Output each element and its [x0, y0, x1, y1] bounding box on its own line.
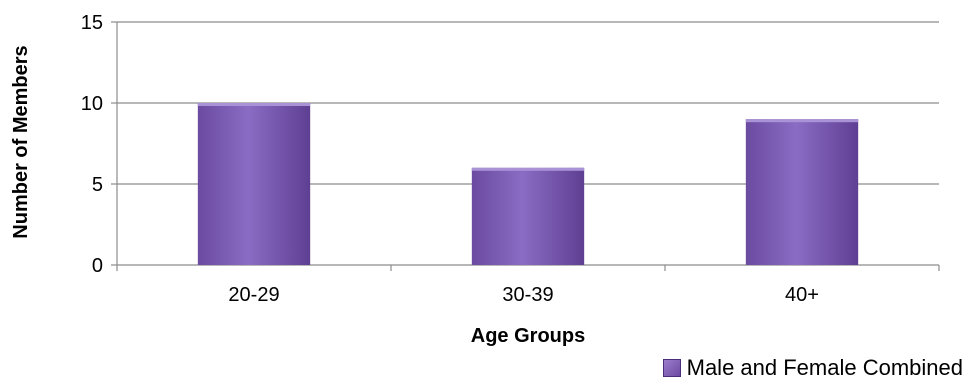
y-tick-labels: 0 5 10 15 [81, 12, 103, 277]
bar-20-29 [197, 103, 311, 265]
bar-30-39 [471, 167, 585, 265]
bar [471, 167, 585, 265]
y-tick-label: 0 [92, 255, 103, 277]
bar-top-highlight [745, 119, 859, 123]
x-tick-labels: 20-29 30-39 40+ [228, 284, 819, 306]
bar-top-highlight [471, 167, 585, 171]
bar-40+ [745, 119, 859, 265]
bar [197, 103, 311, 265]
y-tick-label: 10 [81, 93, 103, 115]
y-axis-title: Number of Members [10, 45, 32, 238]
x-tick-label: 20-29 [228, 284, 279, 306]
x-tick-label: 30-39 [502, 284, 553, 306]
x-axis-title: Age Groups [471, 325, 585, 347]
legend-label: Male and Female Combined [686, 355, 963, 380]
x-tick-label: 40+ [785, 284, 819, 306]
bars [197, 103, 859, 265]
y-tick-label: 15 [81, 12, 103, 34]
y-tick-label: 5 [92, 174, 103, 196]
legend: Male and Female Combined [662, 355, 963, 381]
legend-swatch [662, 359, 681, 377]
bar [745, 119, 859, 265]
bar-top-highlight [197, 103, 311, 106]
